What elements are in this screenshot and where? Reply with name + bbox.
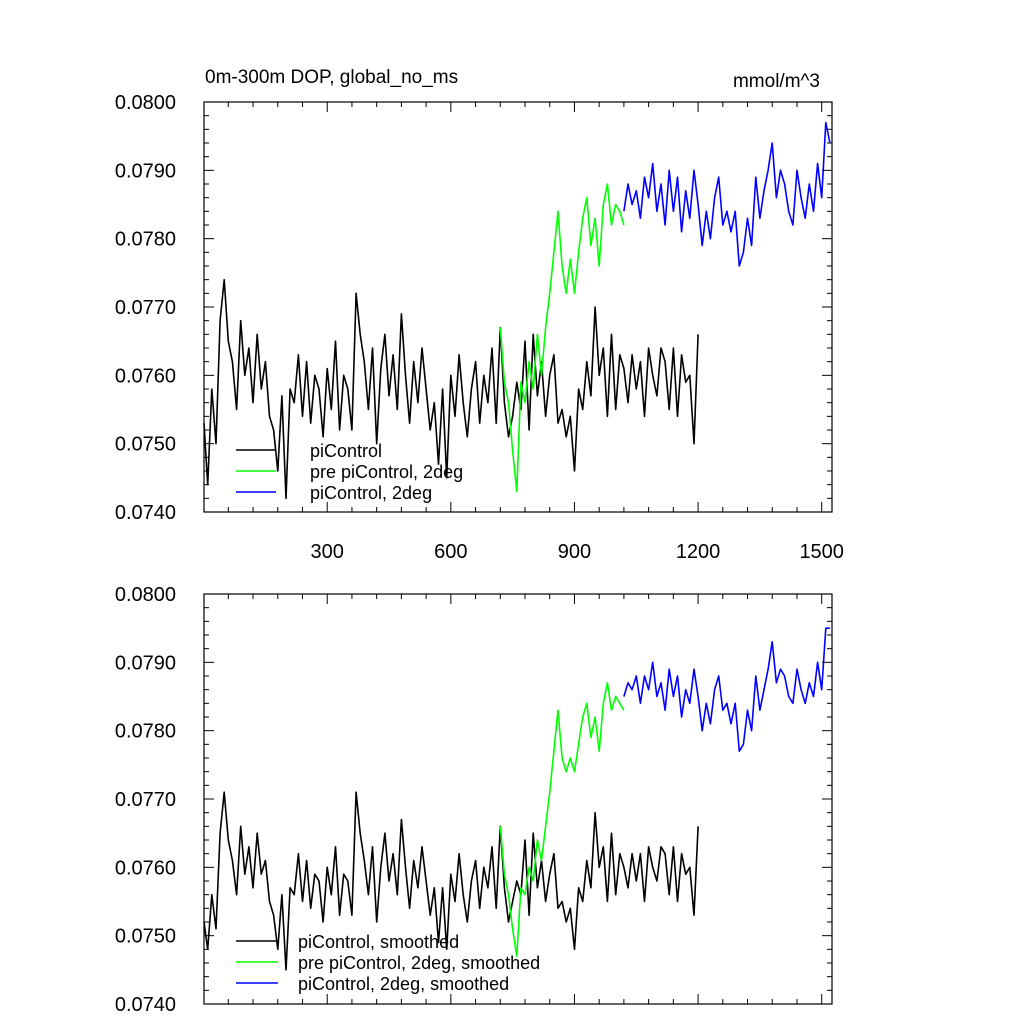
y-tick-label: 0.0740 — [115, 502, 176, 524]
series-line — [623, 627, 830, 753]
series-line — [203, 791, 699, 971]
y-tick-label: 0.0740 — [115, 994, 176, 1016]
series-line — [499, 183, 625, 493]
y-tick-label: 0.0800 — [115, 92, 176, 114]
y-tick-label: 0.0800 — [115, 584, 176, 606]
legend-label: piControl, smoothed — [298, 932, 459, 952]
x-tick-label: 600 — [434, 541, 467, 563]
top-panel: 0m-300m DOP, global_no_ms mmol/m^3 300 60… — [115, 67, 844, 563]
y-tick-label: 0.0780 — [115, 229, 176, 251]
y-tick-label: 0.0790 — [115, 652, 176, 674]
y-tick-label: 0.0750 — [115, 434, 176, 456]
legend-label: pre piControl, 2deg, smoothed — [298, 953, 540, 973]
y-tick-label: 0.0780 — [115, 721, 176, 743]
legend-label: piControl — [310, 441, 382, 461]
y-tick-label: 0.0760 — [115, 857, 176, 879]
series-line — [499, 681, 625, 958]
series-line — [623, 121, 831, 267]
bottom-panel: 0.0740 0.0750 0.0760 0.0770 0.0780 0.0790 0.08… — [115, 584, 833, 1016]
y-tick-label: 0.0770 — [115, 297, 176, 319]
y-tick-label: 0.0790 — [115, 160, 176, 182]
x-tick-label: 1200 — [676, 541, 721, 563]
legend-label: piControl, 2deg — [310, 483, 432, 503]
panel-title: 0m-300m DOP, global_no_ms — [205, 67, 458, 88]
x-tick-label: 300 — [311, 541, 344, 563]
series-line — [203, 278, 699, 500]
y-tick-label: 0.0750 — [115, 926, 176, 948]
units-label: mmol/m^3 — [733, 71, 820, 92]
x-tick-label: 900 — [558, 541, 591, 563]
legend-label: piControl, 2deg, smoothed — [298, 974, 509, 994]
y-tick-label: 0.0760 — [115, 365, 176, 387]
x-tick-label: 1500 — [799, 541, 844, 563]
y-tick-label: 0.0770 — [115, 789, 176, 811]
legend-label: pre piControl, 2deg — [310, 462, 463, 482]
